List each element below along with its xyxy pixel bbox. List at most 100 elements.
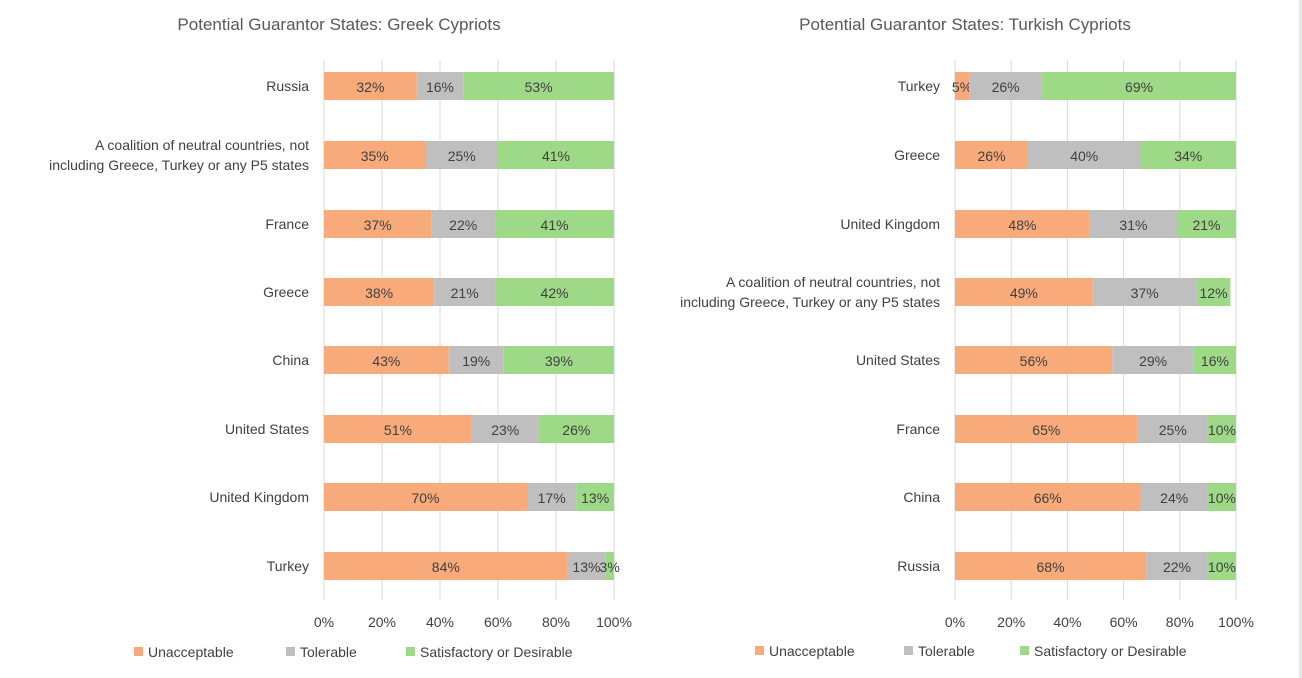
bar-unacceptable (324, 552, 568, 580)
data-label-unacceptable: 56% (1020, 353, 1048, 369)
bar-satisfactory-or-desirable (1193, 346, 1236, 374)
data-label-unacceptable: 65% (1032, 422, 1060, 438)
legend-swatch-satisfactory-or-desirable (1020, 646, 1029, 655)
bar-satisfactory-or-desirable (495, 278, 614, 306)
category-label-france: France (265, 216, 309, 232)
x-tick-label: 40% (1053, 614, 1081, 630)
data-label-satisfactory-or-desirable: 34% (1174, 148, 1202, 164)
legend-label-unacceptable: Unacceptable (769, 643, 855, 659)
data-label-unacceptable: 38% (365, 285, 393, 301)
bar-tolerable (1146, 552, 1208, 580)
bar-satisfactory-or-desirable (1196, 278, 1231, 306)
bar-tolerable (567, 552, 606, 580)
legend-label-tolerable: Tolerable (300, 644, 357, 660)
data-label-satisfactory-or-desirable: 21% (1192, 217, 1220, 233)
legend-swatch-unacceptable (755, 646, 764, 655)
bar-tolerable (1140, 483, 1208, 511)
data-label-satisfactory-or-desirable: 12% (1200, 285, 1228, 301)
data-label-tolerable: 16% (426, 79, 454, 95)
data-label-unacceptable: 70% (411, 490, 439, 506)
data-label-tolerable: 29% (1139, 353, 1167, 369)
data-label-unacceptable: 51% (384, 422, 412, 438)
bar-unacceptable (955, 346, 1113, 374)
bar-satisfactory-or-desirable (576, 483, 614, 511)
bar-satisfactory-or-desirable (1207, 415, 1236, 443)
data-label-unacceptable: 49% (1010, 285, 1038, 301)
bar-tolerable (431, 210, 496, 238)
chart-title: Potential Guarantor States: Turkish Cypr… (799, 15, 1131, 34)
data-label-tolerable: 25% (448, 148, 476, 164)
bar-tolerable (425, 141, 498, 169)
category-label-united-states: United States (225, 421, 309, 437)
bar-unacceptable (324, 346, 449, 374)
x-tick-label: 40% (426, 614, 454, 630)
data-label-unacceptable: 26% (978, 148, 1006, 164)
category-label-turkey: Turkey (267, 558, 309, 574)
bar-tolerable (1112, 346, 1194, 374)
category-label-greece: Greece (263, 284, 309, 300)
x-tick-label: 20% (997, 614, 1025, 630)
bar-unacceptable (955, 415, 1138, 443)
chart-title: Potential Guarantor States: Greek Cyprio… (177, 15, 500, 34)
data-label-unacceptable: 68% (1037, 559, 1065, 575)
legend-swatch-tolerable (286, 647, 295, 656)
legend-label-satisfactory-or-desirable: Satisfactory or Desirable (1034, 643, 1187, 659)
bar-satisfactory-or-desirable (1042, 72, 1236, 100)
bar-tolerable (1089, 210, 1177, 238)
bar-satisfactory-or-desirable (463, 72, 614, 100)
legend-label-unacceptable: Unacceptable (148, 644, 234, 660)
data-label-unacceptable: 84% (432, 559, 460, 575)
data-label-unacceptable: 32% (356, 79, 384, 95)
x-tick-label: 0% (314, 614, 334, 630)
category-label-a-coalition-of-neutral-countries-not: A coalition of neutral countries, not inc… (680, 274, 940, 310)
chart-greek-cypriots: Potential Guarantor States: Greek Cyprio… (49, 15, 632, 660)
bar-tolerable (527, 483, 577, 511)
chart-panel-turkish-cypriots: Potential Guarantor States: Turkish Cypr… (650, 0, 1302, 678)
legend-swatch-satisfactory-or-desirable (406, 647, 415, 656)
data-label-tolerable: 26% (992, 79, 1020, 95)
bar-unacceptable (955, 483, 1141, 511)
category-label-united-kingdom: United Kingdom (209, 489, 309, 505)
bar-tolerable (969, 72, 1043, 100)
data-label-satisfactory-or-desirable: 26% (562, 422, 590, 438)
data-label-tolerable: 24% (1160, 490, 1188, 506)
x-tick-label: 60% (484, 614, 512, 630)
bar-unacceptable (955, 552, 1147, 580)
data-label-satisfactory-or-desirable: 10% (1208, 490, 1236, 506)
category-label-a-coalition-of-neutral-countries-not: A coalition of neutral countries, not inc… (49, 137, 309, 173)
bar-satisfactory-or-desirable (503, 346, 614, 374)
data-label-satisfactory-or-desirable: 10% (1208, 422, 1236, 438)
data-label-tolerable: 17% (538, 490, 566, 506)
bar-unacceptable (955, 72, 970, 100)
data-label-satisfactory-or-desirable: 10% (1208, 559, 1236, 575)
chart-panel-greek-cypriots: Potential Guarantor States: Greek Cyprio… (0, 0, 650, 678)
bar-tolerable (1137, 415, 1208, 443)
data-label-satisfactory-or-desirable: 42% (541, 285, 569, 301)
category-label-china: China (903, 489, 940, 505)
bar-unacceptable (324, 483, 527, 511)
legend-swatch-unacceptable (134, 647, 143, 656)
bar-unacceptable (324, 210, 432, 238)
bar-satisfactory-or-desirable (1140, 141, 1236, 169)
bar-tolerable (1092, 278, 1197, 306)
data-label-unacceptable: 48% (1008, 217, 1036, 233)
bar-unacceptable (324, 415, 472, 443)
window-edge (1299, 0, 1302, 678)
legend-label-tolerable: Tolerable (918, 643, 975, 659)
category-label-united-states: United States (856, 352, 940, 368)
data-label-unacceptable: 5% (952, 79, 972, 95)
data-label-satisfactory-or-desirable: 16% (1201, 353, 1229, 369)
bar-satisfactory-or-desirable (605, 552, 614, 580)
data-label-satisfactory-or-desirable: 13% (581, 490, 609, 506)
bar-unacceptable (324, 278, 435, 306)
legend-label-satisfactory-or-desirable: Satisfactory or Desirable (420, 644, 573, 660)
category-label-france: France (896, 421, 940, 437)
data-label-satisfactory-or-desirable: 69% (1125, 79, 1153, 95)
category-label-china: China (272, 352, 309, 368)
data-label-unacceptable: 66% (1034, 490, 1062, 506)
x-tick-label: 80% (542, 614, 570, 630)
data-label-tolerable: 22% (1163, 559, 1191, 575)
bar-satisfactory-or-desirable (495, 210, 614, 238)
bar-unacceptable (955, 278, 1093, 306)
data-label-tolerable: 19% (462, 353, 490, 369)
